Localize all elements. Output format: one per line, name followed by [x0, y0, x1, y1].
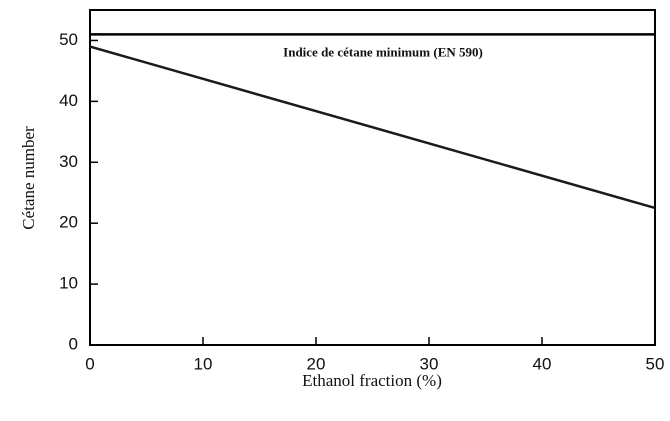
x-tick-label: 20	[307, 354, 326, 373]
y-tick-label: 50	[59, 30, 78, 49]
reference-label: Indice de cétane minimum (EN 590)	[283, 44, 483, 59]
y-axis-label: Cétane number	[19, 126, 38, 230]
y-tick-label: 20	[59, 213, 78, 232]
y-tick-label: 10	[59, 274, 78, 293]
x-tick-label: 10	[194, 354, 213, 373]
x-tick-label: 0	[85, 354, 94, 373]
x-axis-label: Ethanol fraction (%)	[302, 371, 442, 390]
plot-frame	[89, 9, 656, 346]
x-tick-label: 40	[533, 354, 552, 373]
y-tick-label: 40	[59, 91, 78, 110]
data-line	[89, 45, 656, 210]
x-tick-label: 30	[420, 354, 439, 373]
y-tick-label: 30	[59, 152, 78, 171]
y-tick-label: 0	[69, 334, 78, 353]
x-tick-label: 50	[646, 354, 665, 373]
